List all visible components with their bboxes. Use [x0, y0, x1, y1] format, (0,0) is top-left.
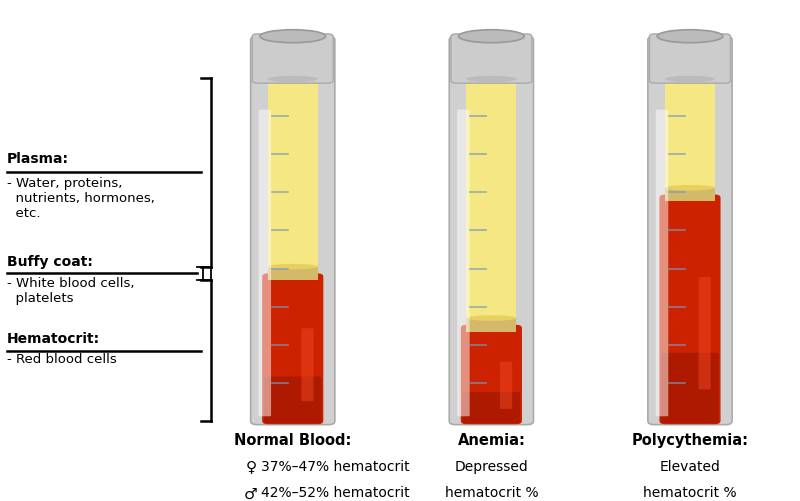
Text: 42%–52% hematocrit: 42%–52% hematocrit: [261, 486, 410, 500]
Bar: [268, 78, 318, 421]
Ellipse shape: [665, 185, 715, 190]
Ellipse shape: [665, 73, 715, 83]
FancyBboxPatch shape: [462, 392, 520, 423]
FancyBboxPatch shape: [650, 34, 730, 83]
Bar: [665, 78, 715, 421]
FancyBboxPatch shape: [250, 36, 335, 425]
Bar: [665, 78, 715, 188]
Ellipse shape: [458, 30, 524, 43]
FancyBboxPatch shape: [500, 362, 512, 409]
Ellipse shape: [466, 315, 516, 321]
Text: Buffy coat:: Buffy coat:: [6, 255, 93, 269]
Text: - White blood cells,
  platelets: - White blood cells, platelets: [6, 277, 134, 305]
FancyBboxPatch shape: [258, 110, 271, 416]
Text: Elevated: Elevated: [659, 459, 721, 473]
Bar: [268, 78, 318, 267]
FancyBboxPatch shape: [450, 36, 534, 425]
Bar: [466, 318, 516, 332]
Text: ♂: ♂: [243, 486, 257, 501]
FancyBboxPatch shape: [648, 36, 732, 425]
Text: - Red blood cells: - Red blood cells: [6, 353, 117, 366]
Bar: [466, 78, 516, 318]
Ellipse shape: [268, 264, 318, 270]
Text: Hematocrit:: Hematocrit:: [6, 332, 100, 346]
Text: hematocrit %: hematocrit %: [643, 486, 737, 500]
Text: Plasma:: Plasma:: [6, 152, 69, 166]
FancyBboxPatch shape: [264, 376, 322, 423]
Text: ♀: ♀: [246, 459, 257, 474]
Bar: [466, 78, 516, 421]
Text: 37%–47% hematocrit: 37%–47% hematocrit: [261, 459, 410, 473]
FancyBboxPatch shape: [659, 194, 721, 424]
Text: hematocrit %: hematocrit %: [445, 486, 538, 500]
FancyBboxPatch shape: [698, 277, 710, 389]
Bar: [268, 267, 318, 281]
FancyBboxPatch shape: [302, 328, 314, 401]
FancyBboxPatch shape: [461, 325, 522, 424]
FancyBboxPatch shape: [661, 353, 719, 423]
Ellipse shape: [268, 73, 318, 83]
Text: Anemia:: Anemia:: [458, 432, 526, 447]
Ellipse shape: [665, 76, 715, 82]
Text: Polycythemia:: Polycythemia:: [631, 432, 749, 447]
Ellipse shape: [466, 76, 516, 82]
Ellipse shape: [657, 30, 723, 43]
Ellipse shape: [268, 76, 318, 82]
FancyBboxPatch shape: [656, 110, 668, 416]
Bar: [665, 188, 715, 201]
FancyBboxPatch shape: [451, 34, 532, 83]
Text: - Water, proteins,
  nutrients, hormones,
  etc.: - Water, proteins, nutrients, hormones, …: [6, 177, 154, 220]
Text: Normal Blood:: Normal Blood:: [234, 432, 351, 447]
FancyBboxPatch shape: [252, 34, 334, 83]
Ellipse shape: [260, 30, 326, 43]
FancyBboxPatch shape: [262, 274, 323, 424]
Text: Depressed: Depressed: [454, 459, 528, 473]
Ellipse shape: [466, 73, 516, 83]
FancyBboxPatch shape: [458, 110, 470, 416]
